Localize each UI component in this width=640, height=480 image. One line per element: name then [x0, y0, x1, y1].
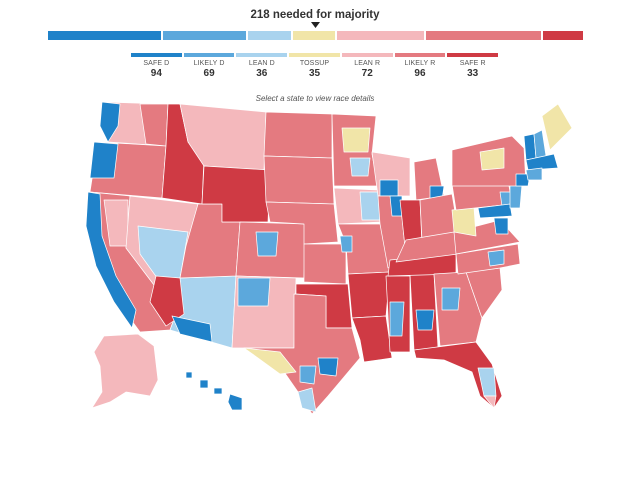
state-maine[interactable] — [541, 103, 573, 151]
district-ca-coast[interactable] — [85, 191, 137, 329]
legend-count: 96 — [414, 68, 426, 79]
district-seattle[interactable] — [99, 101, 121, 143]
legend-item: LEAN R 72 — [341, 53, 393, 79]
district-ny-upstate[interactable] — [479, 147, 505, 171]
district-va-north[interactable] — [493, 217, 509, 235]
legend-swatch — [447, 53, 499, 57]
legend-swatch — [289, 53, 340, 57]
district-portland[interactable] — [89, 141, 119, 179]
district-ia-east[interactable] — [359, 191, 381, 221]
district-minneapolis[interactable] — [349, 157, 371, 177]
legend-swatch — [394, 53, 446, 57]
state-florida[interactable] — [413, 341, 503, 409]
legend-label: TOSSUP — [299, 60, 330, 67]
state-south-dakota[interactable] — [263, 155, 335, 205]
legend-item: LEAN D 36 — [236, 53, 288, 79]
seat-bar-segment-tossup — [293, 31, 338, 40]
legend-label: SAFE R — [459, 60, 486, 67]
legend-count: 36 — [256, 68, 268, 79]
legend-swatch — [131, 53, 182, 57]
legend-swatch — [341, 53, 393, 57]
instructions-text: Select a state to view race details — [255, 94, 375, 103]
state-alaska[interactable] — [91, 333, 159, 409]
legend-item: LIKELY R 96 — [394, 53, 446, 79]
legend-label: LEAN D — [248, 60, 275, 67]
legend-item: LIKELY D 69 — [183, 53, 235, 79]
seat-bar-segment-likely-r — [425, 31, 544, 40]
district-fl-keys[interactable] — [483, 395, 497, 409]
district-houston[interactable] — [317, 357, 339, 377]
seat-bar-segment-lean-d — [247, 31, 294, 40]
district-kc[interactable] — [339, 235, 353, 253]
seat-bar-segment-safe-d — [48, 31, 164, 40]
district-austin[interactable] — [299, 365, 317, 385]
district-nyc[interactable] — [515, 173, 531, 187]
district-atlanta[interactable] — [441, 287, 461, 311]
legend-swatch — [183, 53, 235, 57]
majority-label: 218 needed for majority — [250, 9, 380, 21]
legend-count: 94 — [150, 68, 162, 79]
hawaii-big-island[interactable] — [227, 393, 243, 411]
state-louisiana[interactable] — [351, 315, 393, 363]
legend-item: SAFE D 94 — [131, 53, 182, 79]
us-district-map[interactable] — [80, 96, 600, 416]
hawaii-island-1[interactable] — [185, 371, 193, 379]
seat-bar — [48, 31, 583, 40]
hawaii-island-2[interactable] — [199, 379, 209, 389]
state-new-jersey[interactable] — [509, 183, 523, 209]
district-mn-north[interactable] — [341, 127, 371, 153]
legend-item: TOSSUP 35 — [289, 53, 340, 79]
district-chicago[interactable] — [389, 195, 403, 217]
state-arkansas[interactable] — [347, 271, 391, 319]
hawaii-island-3[interactable] — [213, 387, 223, 395]
states-group[interactable] — [85, 101, 573, 415]
legend-swatch — [236, 53, 288, 57]
legend-count: 69 — [203, 68, 215, 79]
legend-count: 33 — [467, 68, 479, 79]
state-connecticut[interactable] — [525, 167, 543, 181]
legend-label: SAFE D — [143, 60, 170, 67]
state-maryland[interactable] — [477, 203, 513, 219]
legend-label: LIKELY R — [404, 60, 436, 67]
district-ms-delta[interactable] — [389, 301, 405, 337]
district-wi-south[interactable] — [379, 179, 399, 197]
legend-count: 35 — [308, 68, 321, 79]
district-tx-west[interactable] — [243, 347, 297, 375]
state-west-virginia[interactable] — [451, 207, 477, 237]
state-new-hampshire[interactable] — [533, 129, 547, 159]
state-kansas[interactable] — [303, 243, 347, 285]
seat-bar-segment-likely-d — [163, 31, 248, 40]
legend-item: SAFE R 33 — [447, 53, 499, 79]
state-massachusetts[interactable] — [525, 153, 559, 171]
district-nm-north[interactable] — [237, 277, 271, 307]
seat-bar-segment-lean-r — [337, 31, 426, 40]
legend-label: LIKELY D — [193, 60, 225, 67]
legend-label: LEAN R — [354, 60, 381, 67]
majority-marker-icon — [311, 22, 320, 28]
district-nc-central[interactable] — [487, 249, 505, 267]
district-rio-grande[interactable] — [297, 387, 317, 413]
seat-bar-segment-safe-r — [543, 31, 583, 40]
district-tucson[interactable] — [171, 315, 213, 343]
state-north-dakota[interactable] — [263, 111, 333, 159]
district-denver[interactable] — [255, 231, 279, 257]
legend-count: 72 — [361, 68, 373, 79]
district-birmingham[interactable] — [415, 309, 435, 331]
legend: SAFE D 94 LIKELY D 69 LEAN D 36 TOSSUP 35 LEAN R… — [131, 53, 499, 79]
